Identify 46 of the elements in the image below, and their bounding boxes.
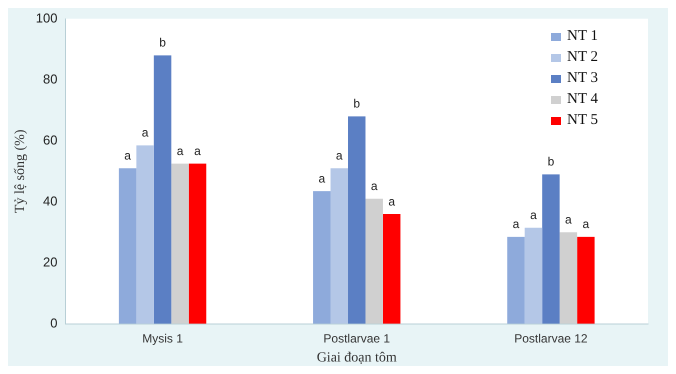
legend-label: NT 3 <box>567 69 598 88</box>
y-tick-label: 60 <box>43 132 58 148</box>
legend-label: NT 1 <box>567 27 598 46</box>
bar <box>136 145 154 324</box>
x-axis-title: Giai đoạn tôm <box>316 350 397 366</box>
data-label: b <box>353 96 360 111</box>
y-axis-title: Tỷ lệ sống (%) <box>13 129 28 214</box>
bar <box>154 55 172 324</box>
bar <box>330 168 348 324</box>
bar <box>171 164 189 324</box>
legend-label: NT 5 <box>567 111 598 130</box>
bar <box>118 168 136 324</box>
x-tick-label: Postlarvae 12 <box>514 331 588 346</box>
data-label: a <box>530 208 538 222</box>
legend-label: NT 4 <box>567 90 598 109</box>
bar <box>313 191 331 324</box>
x-tick-label: Postlarvae 1 <box>323 331 390 346</box>
data-label: a <box>370 179 378 194</box>
bar <box>365 198 383 324</box>
data-label: a <box>512 217 520 232</box>
data-label: a <box>194 144 202 158</box>
bar <box>348 116 366 324</box>
data-label: b <box>548 154 555 169</box>
bar <box>542 174 560 324</box>
data-label: a <box>388 194 396 208</box>
data-label: a <box>318 171 326 186</box>
data-label: a <box>124 148 132 163</box>
y-tick-label: 80 <box>43 71 58 86</box>
bar <box>507 236 525 324</box>
data-label: a <box>565 212 572 227</box>
bar <box>577 236 595 324</box>
bar <box>524 228 542 324</box>
legend-label: NT 2 <box>567 48 598 67</box>
data-label: a <box>582 217 590 232</box>
y-tick-label: 100 <box>36 10 58 26</box>
x-tick-label: Mysis 1 <box>142 331 184 346</box>
y-tick-label: 40 <box>43 193 58 208</box>
bar <box>382 214 400 324</box>
data-label: a <box>336 148 343 163</box>
y-tick-label: 0 <box>50 315 58 330</box>
bar <box>560 232 578 324</box>
data-label: a <box>142 126 149 140</box>
bar <box>188 164 206 324</box>
data-label: b <box>159 36 166 50</box>
data-label: a <box>176 144 184 158</box>
y-tick-label: 20 <box>43 254 58 270</box>
